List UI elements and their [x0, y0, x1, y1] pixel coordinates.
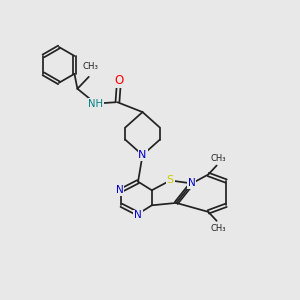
Text: N: N	[116, 185, 124, 195]
Text: CH₃: CH₃	[82, 62, 98, 71]
Text: N: N	[138, 150, 147, 160]
Text: O: O	[114, 74, 123, 87]
Text: NH: NH	[88, 99, 104, 109]
Text: N: N	[134, 210, 142, 220]
Text: N: N	[188, 178, 196, 188]
Text: S: S	[167, 176, 174, 185]
Text: CH₃: CH₃	[210, 224, 226, 233]
Text: CH₃: CH₃	[210, 154, 226, 163]
